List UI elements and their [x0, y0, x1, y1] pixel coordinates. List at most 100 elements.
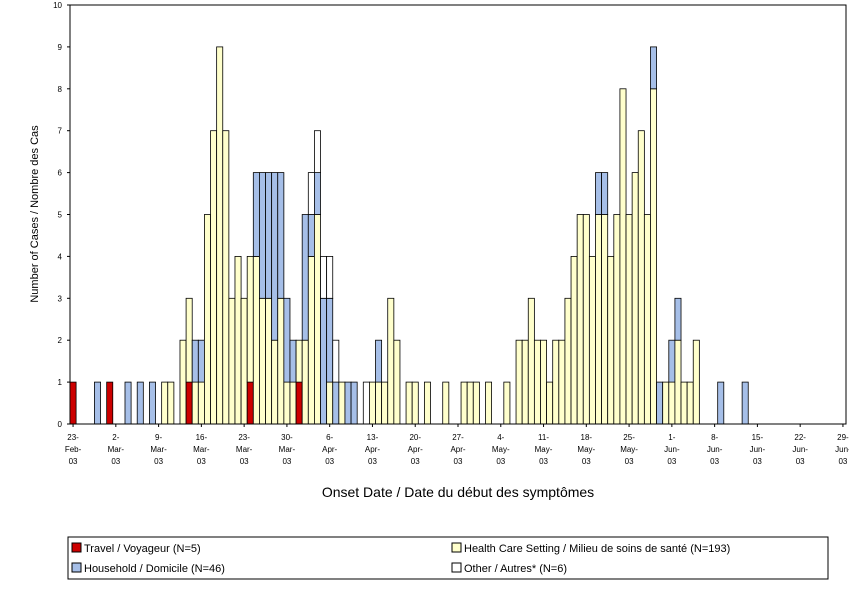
bar-segment [161, 381, 169, 425]
bar-segment [680, 381, 688, 425]
bar-segment [344, 381, 352, 425]
x-tick-label: 13-Apr-03 [365, 433, 380, 466]
bar-segment [423, 381, 431, 425]
bar-segment [564, 297, 572, 425]
bar-segment [686, 381, 694, 425]
x-tick-label: 16-Mar-03 [193, 433, 210, 466]
bar-segment [515, 339, 523, 425]
x-tick-label: 27-Apr-03 [450, 433, 465, 466]
x-tick-label: 29-Jun-03 [835, 433, 849, 466]
bar-segment [460, 381, 468, 425]
bar-segment [540, 339, 547, 425]
bar-segment [650, 88, 657, 425]
bar-segment [301, 214, 309, 341]
x-tick-label: 9-Mar-03 [150, 433, 167, 466]
bar-segment [252, 172, 260, 257]
bar-segment [69, 381, 77, 425]
bar-segment [216, 46, 224, 425]
bar-segment [234, 255, 242, 425]
bar-segment [259, 297, 266, 425]
bar-segment [674, 297, 682, 341]
y-tick-label: 1 [58, 378, 63, 387]
x-tick-label: 25-May-03 [620, 433, 638, 466]
bar-segment [149, 381, 156, 425]
bar-segment [558, 339, 566, 425]
bar-segment [662, 381, 670, 425]
bar-segment [619, 88, 627, 425]
bar-segment [650, 46, 657, 90]
bar-segment [191, 339, 199, 383]
bar-segment [582, 214, 590, 425]
bar-segment [601, 172, 609, 215]
y-axis-title: Number of Cases / Nombre des Cas [29, 125, 41, 303]
bar-segment [94, 381, 101, 425]
y-tick-label: 4 [58, 252, 63, 261]
bar-segment [637, 130, 645, 425]
bar-segment [271, 339, 279, 425]
y-tick-label: 8 [58, 85, 63, 94]
bar-segment [595, 172, 602, 215]
bar-segment [332, 339, 340, 383]
bar-segment [613, 214, 621, 425]
y-tick-label: 7 [58, 127, 63, 136]
bar-segment [307, 214, 315, 257]
bar-segment [656, 381, 664, 425]
bar-segment [595, 214, 602, 425]
bar-segment [362, 381, 370, 425]
x-tick-label: 30-Mar-03 [279, 433, 296, 466]
legend-label: Health Care Setting / Milieu de soins de… [464, 543, 730, 555]
bar-segment [546, 381, 554, 425]
bar-segment [552, 339, 560, 425]
x-tick-label: 4-May-03 [492, 433, 510, 466]
bar-segment [185, 297, 193, 383]
legend-swatch [451, 542, 462, 553]
bar-segment [326, 297, 334, 383]
bar-segment [643, 214, 651, 425]
bar-segment [197, 381, 205, 425]
bar-segment [222, 130, 230, 425]
bar-segment [246, 255, 254, 383]
bar-segment [674, 339, 682, 425]
bar-segment [124, 381, 132, 425]
bar-segment [246, 381, 254, 425]
bar-segment [277, 297, 285, 425]
y-tick-label: 0 [58, 420, 63, 429]
bar-segment [332, 381, 340, 425]
bar-segment [307, 172, 315, 215]
bar-segment [393, 339, 401, 425]
y-tick-label: 5 [58, 211, 63, 220]
legend-swatch [71, 542, 82, 553]
bar-segment [136, 381, 144, 425]
x-tick-label: 18-May-03 [577, 433, 595, 466]
legend-label: Household / Domicile (N=46) [84, 563, 225, 575]
y-tick-label: 9 [58, 43, 63, 52]
bar-segment [405, 381, 413, 425]
bar-segment [295, 339, 303, 383]
bar-segment [314, 130, 321, 173]
legend-swatch [71, 562, 82, 573]
bar-segment [442, 381, 450, 425]
legend-swatch [451, 562, 462, 573]
bar-segment [185, 381, 193, 425]
bar-segment [314, 172, 321, 215]
bar-segment [307, 255, 315, 425]
x-tick-label: 2-Mar-03 [108, 433, 125, 466]
bar-segment [625, 214, 633, 425]
legend [67, 536, 829, 580]
bar-segment [576, 214, 584, 425]
bar-segment [601, 214, 609, 425]
bar-segment [521, 339, 529, 425]
bar-segment [259, 172, 266, 299]
bar-segment [411, 381, 419, 425]
bar-segment [106, 381, 114, 425]
bar-segment [265, 297, 273, 425]
bar-segment [503, 381, 511, 425]
bar-segment [295, 381, 303, 425]
bar-segment [668, 339, 676, 383]
x-tick-label: 20-Apr-03 [408, 433, 423, 466]
x-tick-label: 11-May-03 [535, 433, 553, 466]
bar-segment [228, 297, 236, 425]
bar-segment [204, 214, 211, 425]
bar-segment [381, 381, 389, 425]
